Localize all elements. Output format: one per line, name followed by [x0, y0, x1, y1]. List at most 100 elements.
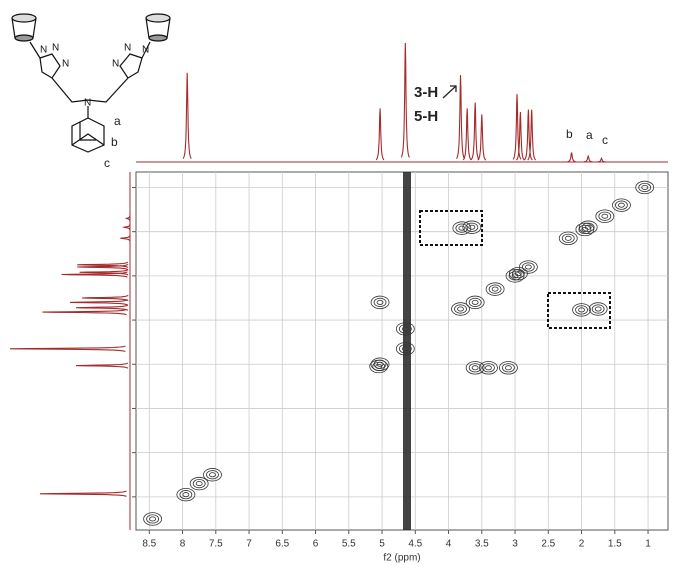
spectrum-peak: [69, 299, 129, 306]
cross-peak: [468, 363, 482, 373]
cross-peak: [581, 222, 595, 232]
cross-peak: [398, 344, 412, 354]
spectrum-peak: [515, 111, 525, 161]
cross-peak: [518, 260, 538, 274]
annotation: 3-H: [414, 84, 438, 101]
cross-peak: [370, 295, 390, 310]
cross-peak: [176, 487, 196, 502]
spectrum-peak: [512, 94, 522, 160]
x-tick-label: 7.5: [209, 539, 223, 550]
cross-peak: [465, 295, 485, 310]
annotation: a: [586, 128, 593, 142]
spectrum-peak: [75, 362, 129, 369]
spectrum-peak: [567, 152, 576, 163]
cross-peak: [588, 302, 608, 316]
cross-peak: [373, 297, 387, 307]
cross-peak: [558, 231, 578, 245]
cross-peak: [572, 303, 591, 317]
cross-peak: [578, 220, 598, 234]
cross-peak: [195, 481, 203, 487]
x-tick-label: 2.5: [541, 539, 555, 550]
cross-peak: [578, 307, 585, 313]
cross-peak: [468, 297, 482, 307]
cross-peak: [524, 264, 532, 270]
x-tick-label: 6: [313, 539, 319, 550]
left-spectrum: [9, 172, 131, 530]
cross-peak: [179, 490, 193, 500]
x-tick-label: 1.5: [608, 539, 622, 550]
spectrum-peak: [9, 345, 126, 352]
cross-peak: [454, 304, 467, 314]
spectrum-peak: [75, 304, 129, 311]
cross-peak: [192, 478, 206, 489]
atom-label: N: [142, 45, 149, 56]
structure-label: c: [104, 156, 110, 170]
cross-peak: [395, 322, 415, 336]
cross-peak: [598, 211, 612, 221]
arrow: [442, 85, 457, 99]
cross-peak: [376, 299, 384, 305]
cross-peak: [584, 224, 592, 230]
cross-peak: [465, 361, 485, 375]
cross-peak: [521, 262, 535, 272]
highlight-box: [419, 210, 483, 246]
annotation: b: [566, 127, 573, 141]
cross-peak: [375, 363, 383, 369]
cross-peak: [575, 305, 588, 315]
cross-peak: [146, 514, 160, 524]
spectrum-peak: [77, 263, 129, 271]
highlight-box: [547, 292, 611, 329]
spectrum-peak: [462, 108, 472, 161]
cross-peak: [638, 182, 652, 193]
x-tick-label: 3: [512, 539, 518, 550]
cross-peak: [482, 363, 495, 373]
cross-peak: [491, 286, 499, 292]
cross-peak: [462, 220, 482, 234]
structure: [11, 13, 171, 153]
cross-peak: [595, 209, 615, 223]
x-tick-label: 4: [446, 539, 452, 550]
spectrum-peak: [77, 261, 129, 268]
spectrum-peak: [527, 109, 537, 161]
cross-peak: [206, 470, 219, 480]
x-axis: 8.5 8 7.5 7 6.5 6 5.5 5 4.5 4 3.5 3 2.5 2 1.5 1: [132, 186, 651, 550]
cross-peak: [395, 342, 415, 356]
cross-peak: [485, 282, 505, 296]
x-tick-label: 5: [379, 539, 385, 550]
spectrum-peak: [523, 109, 533, 161]
cross-peak: [452, 221, 472, 235]
x-tick-label: 1: [645, 539, 651, 550]
cross-peak: [601, 213, 609, 219]
plot-frame: [135, 171, 669, 531]
spectrum-peak: [81, 294, 129, 302]
cross-peak: [143, 512, 163, 526]
atom-label: N: [124, 43, 131, 54]
atom-label: N: [62, 59, 69, 70]
spectrum-peak: [79, 269, 129, 276]
spectrum-peak: [400, 42, 410, 158]
x-tick-label: 8.5: [142, 539, 156, 550]
x-tick-label: 3.5: [475, 539, 489, 550]
cross-peak: [501, 363, 515, 373]
cross-peak: [479, 361, 498, 375]
x-tick-label: 2: [579, 539, 585, 550]
cross-peak: [488, 284, 502, 294]
spectrum-peak: [120, 235, 131, 241]
cross-peak: [514, 271, 522, 277]
spectrum-peak: [182, 72, 192, 159]
annotation: 5-H: [414, 108, 438, 125]
cross-peak: [458, 225, 466, 231]
cross-peak: [575, 222, 595, 237]
x-tick-label: 8: [180, 539, 186, 550]
cross-peak: [641, 184, 649, 190]
cross-peak: [612, 198, 631, 212]
cross-peak: [615, 200, 628, 210]
x-tick-label: 6.5: [275, 539, 289, 550]
top-spectrum: [136, 42, 668, 163]
spectrum-peak: [121, 224, 131, 231]
cross-peak: [465, 222, 479, 232]
cross-peak: [468, 224, 476, 230]
cross-peak: [504, 365, 512, 371]
spectrum-peak: [597, 157, 606, 163]
